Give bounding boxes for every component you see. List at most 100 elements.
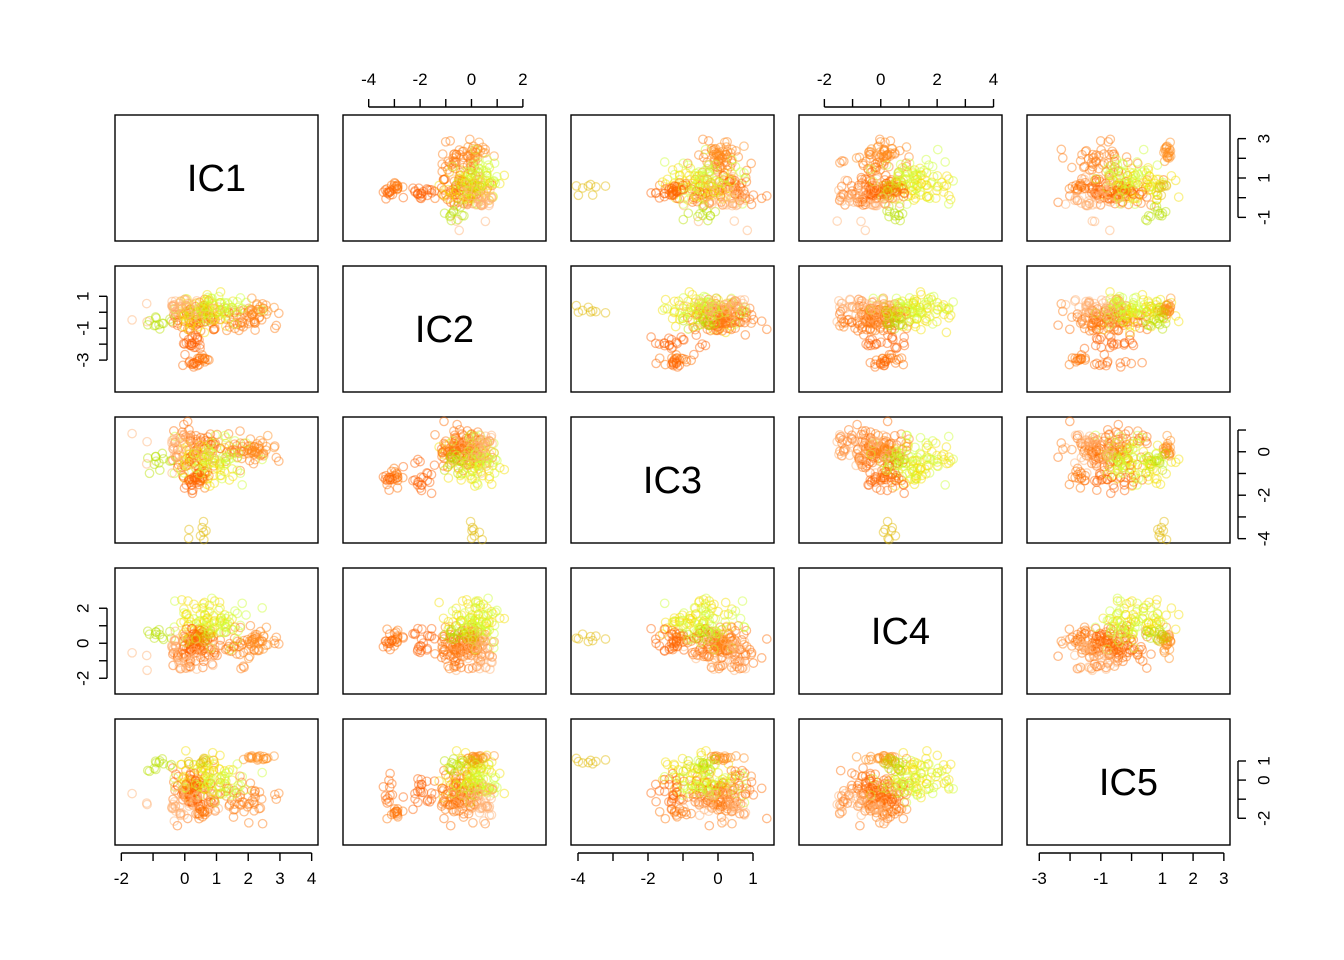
scatter-point — [930, 193, 941, 204]
scatter-point — [700, 149, 711, 159]
scatter-point — [894, 170, 905, 180]
scatter-point — [461, 194, 472, 205]
scatter-point — [869, 185, 880, 196]
scatter-point — [901, 199, 912, 210]
scatter-point — [870, 187, 880, 198]
scatter-point — [141, 298, 152, 309]
scatter-point — [916, 178, 927, 189]
scatter-point — [480, 191, 491, 202]
scatter-point — [1120, 176, 1131, 187]
scatter-point — [682, 158, 693, 169]
scatter-point — [671, 187, 682, 197]
scatter-point — [468, 141, 479, 152]
scatter-point — [738, 190, 748, 200]
scatter-point — [732, 189, 742, 199]
scatter-point — [1108, 167, 1119, 178]
scatter-point — [472, 143, 483, 154]
scatter-point — [871, 184, 882, 195]
scatter-point — [1084, 165, 1095, 175]
scatter-point — [127, 647, 137, 658]
scatter-point — [1151, 187, 1161, 197]
scatter-point — [475, 181, 486, 191]
scatter-point — [1148, 174, 1158, 185]
scatter-point — [386, 180, 397, 191]
scatter-point — [587, 190, 598, 200]
scatter-point — [902, 168, 913, 178]
scatter-point — [1112, 186, 1123, 196]
scatter-point — [389, 181, 400, 191]
scatter-point — [659, 191, 670, 202]
scatter-point — [1137, 357, 1147, 368]
scatter-point — [1100, 178, 1111, 189]
scatter-point — [697, 190, 708, 200]
scatter-point — [704, 198, 715, 209]
scatter-point — [702, 187, 713, 198]
scatter-point — [1151, 174, 1162, 185]
scatter-point — [467, 143, 478, 154]
scatter-point — [410, 187, 420, 197]
scatter-point — [717, 182, 728, 193]
scatter-point — [1130, 193, 1141, 204]
scatter-point — [880, 151, 891, 161]
scatter-point — [865, 147, 876, 157]
scatter-point — [874, 153, 885, 163]
scatter-point — [1104, 193, 1114, 204]
scatter-point — [467, 168, 478, 178]
scatter-point — [416, 193, 427, 204]
scatter-point — [1138, 177, 1149, 188]
scatter-point — [664, 189, 675, 200]
scatter-point — [492, 171, 502, 182]
scatter-point — [232, 608, 243, 619]
scatter-point — [845, 192, 855, 203]
scatter-point — [465, 156, 476, 166]
scatter-point — [739, 168, 749, 178]
scatter-point — [898, 184, 908, 195]
scatter-point — [1128, 180, 1138, 191]
scatter-point — [698, 194, 709, 205]
scatter-point — [699, 174, 710, 185]
scatter-point — [449, 158, 459, 169]
scatter-point — [945, 194, 956, 205]
scatter-point — [430, 193, 440, 204]
scatter-point — [717, 200, 728, 210]
scatter-point — [895, 159, 906, 170]
scatter-point — [714, 151, 725, 161]
scatter-point — [467, 178, 478, 189]
scatter-point — [438, 190, 449, 200]
scatter-point — [728, 183, 739, 194]
scatter-point — [715, 142, 726, 153]
scatter-point — [881, 199, 891, 210]
scatter-point — [870, 184, 881, 195]
scatter-point — [717, 178, 727, 189]
scatter-point — [761, 634, 772, 644]
scatter-point — [686, 184, 697, 194]
scatter-point — [709, 147, 719, 157]
panel-IC1-IC2 — [342, 114, 547, 242]
scatter-point — [471, 189, 482, 199]
scatter-point — [696, 170, 707, 181]
scatter-point — [408, 183, 418, 194]
scatter-point — [879, 144, 889, 155]
scatter-point — [482, 183, 493, 194]
scatter-point — [730, 175, 740, 186]
scatter-point — [654, 193, 665, 203]
scatter-point — [858, 193, 869, 204]
scatter-point — [865, 164, 876, 174]
scatter-point — [1128, 170, 1139, 181]
scatter-point — [1132, 196, 1143, 207]
scatter-point — [883, 149, 893, 160]
scatter-point — [465, 165, 476, 175]
scatter-point — [879, 185, 889, 195]
scatter-point — [157, 448, 168, 459]
scatter-point — [463, 195, 474, 206]
scatter-point — [456, 165, 467, 175]
scatter-point — [867, 166, 878, 177]
scatter-point — [391, 181, 401, 192]
scatter-point — [486, 193, 497, 203]
scatter-point — [460, 167, 471, 177]
scatter-point — [448, 189, 458, 199]
scatter-point — [910, 193, 921, 204]
scatter-point — [466, 194, 477, 204]
scatter-point — [733, 190, 744, 201]
